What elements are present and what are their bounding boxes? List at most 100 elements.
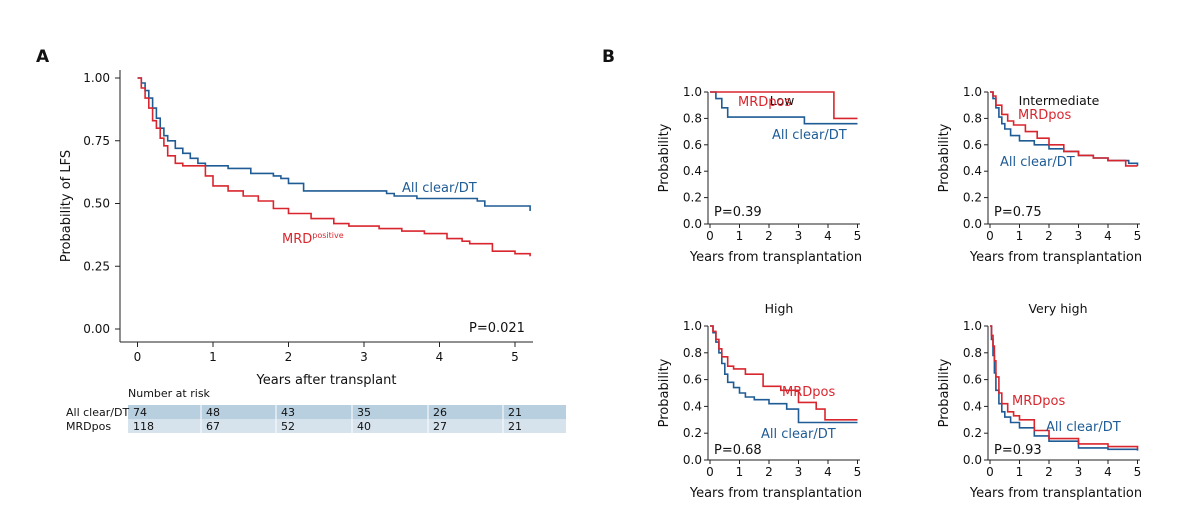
vh-label-mrd: MRDpos: [1012, 394, 1065, 409]
km-curve-all-clear: [710, 91, 858, 125]
x-tick-label: 1: [1016, 229, 1024, 243]
x-tick-label: 4: [436, 350, 444, 364]
y-tick-label: 1.0: [963, 319, 982, 333]
km-curve-mrd: [990, 325, 1139, 450]
y-tick-label: 0.8: [683, 346, 702, 360]
y-tick-label: 0.6: [963, 373, 982, 387]
risk-row-label-0: All clear/DT: [66, 406, 129, 419]
high-label-all-clear: All clear/DT: [761, 427, 836, 442]
y-tick-label: 0.2: [963, 191, 982, 205]
x-axis-title: Years from transplantation: [969, 486, 1142, 501]
x-tick-label: 2: [1045, 229, 1053, 243]
subtitle-low: Low: [770, 93, 795, 108]
x-tick-label: 1: [209, 350, 217, 364]
km-curve-mrd: [710, 325, 858, 421]
y-tick-label: 0.6: [683, 138, 702, 152]
risk-cell: 27: [433, 420, 447, 433]
low-label-all-clear: All clear/DT: [772, 128, 847, 143]
x-tick-label: 1: [736, 465, 744, 479]
y-tick-label: 0.8: [963, 346, 982, 360]
x-tick-label: 5: [854, 229, 862, 243]
x-tick-label: 2: [285, 350, 293, 364]
y-tick-label: 0.0: [963, 217, 982, 231]
y-tick-label: 1.0: [683, 319, 702, 333]
y-tick-label: 0.4: [963, 164, 982, 178]
panel-b-intermediate-chart: 0 1 2 3 4 5 0.0 0.2 0.4 0.6 0.8 1.0 Years from trans…: [937, 85, 1142, 265]
panel-a-p-value: P=0.021: [469, 321, 525, 336]
x-tick-label: 0: [706, 465, 714, 479]
y-tick-label: 0.6: [963, 138, 982, 152]
x-axis-title: Years from transplantation: [689, 250, 862, 265]
x-tick-label: 5: [511, 350, 519, 364]
x-tick-label: 1: [1016, 465, 1024, 479]
y-tick-label: 0.8: [683, 111, 702, 125]
low-p-value: P=0.39: [714, 205, 762, 220]
high-label-mrd: MRDpos: [782, 385, 835, 400]
risk-row-bg-0: [128, 405, 566, 419]
risk-cell: 40: [357, 420, 371, 433]
km-curve-mrd: [137, 77, 531, 257]
x-axis-title: Years from transplantation: [689, 486, 862, 501]
subtitle-high: High: [765, 301, 794, 316]
x-tick-label: 4: [824, 229, 832, 243]
risk-cell: 74: [133, 406, 147, 419]
x-tick-label: 2: [1045, 465, 1053, 479]
x-tick-label: 3: [360, 350, 368, 364]
low-label-mrd: MRDpos: [738, 95, 791, 110]
panel-a-chart: 0 1 2 3 4 5 0.00 0.25 0.50 0.75 1.00 Years after tr…: [59, 70, 533, 388]
panel-a-label-mrd-main: MRD: [282, 232, 312, 247]
y-axis-title: Probability: [937, 123, 952, 192]
risk-cell: 52: [281, 420, 295, 433]
x-tick-label: 5: [1134, 229, 1142, 243]
vh-p-value: P=0.93: [994, 443, 1042, 458]
x-tick-label: 3: [1075, 465, 1083, 479]
panel-b-very-high-chart: 0 1 2 3 4 5 0.0 0.2 0.4 0.6 0.8 1.0 Years from trans…: [937, 319, 1142, 501]
subtitle-intermediate: Intermediate: [1019, 93, 1100, 108]
high-p-value: P=0.68: [714, 443, 762, 458]
int-label-mrd: MRDpos: [1018, 108, 1071, 123]
y-tick-label: 0.00: [83, 322, 110, 336]
y-tick-label: 0.4: [963, 399, 982, 413]
panel-a-label-all-clear: All clear/DT: [402, 181, 477, 196]
risk-table-title: Number at risk: [128, 387, 211, 400]
km-curve-all-clear: [710, 325, 858, 424]
y-axis-title: Probability of LFS: [59, 150, 74, 262]
y-tick-label: 0.8: [963, 111, 982, 125]
panel-a-label-mrd: MRDpositive: [282, 231, 344, 247]
x-tick-label: 0: [134, 350, 142, 364]
y-tick-label: 0.2: [963, 426, 982, 440]
y-tick-label: 0.0: [683, 217, 702, 231]
panel-a-label-mrd-sup: positive: [312, 231, 343, 240]
x-tick-label: 2: [765, 229, 773, 243]
x-tick-label: 3: [1075, 229, 1083, 243]
panel-b-low-chart: 0 1 2 3 4 5 0.0 0.2 0.4 0.6 0.8 1.0 Years from trans…: [657, 85, 862, 265]
x-tick-label: 4: [824, 465, 832, 479]
risk-cell: 43: [281, 406, 295, 419]
x-tick-label: 1: [736, 229, 744, 243]
x-tick-label: 2: [765, 465, 773, 479]
y-tick-label: 0.75: [83, 134, 110, 148]
km-curve-mrd: [990, 91, 1138, 167]
risk-table-cells: 74 48 43 35 26 21 118 67 52 40 27 21: [133, 405, 522, 433]
x-tick-label: 0: [706, 229, 714, 243]
y-tick-label: 0.4: [683, 399, 702, 413]
risk-cell: 67: [206, 420, 220, 433]
x-axis-title: Years from transplantation: [969, 250, 1142, 265]
y-tick-label: 1.00: [83, 71, 110, 85]
risk-cell: 21: [508, 406, 522, 419]
risk-row-bg-1: [128, 419, 566, 433]
x-tick-label: 0: [986, 229, 994, 243]
km-curve-mrd: [710, 91, 858, 120]
panel-a-letter: A: [36, 47, 50, 67]
risk-cell: 35: [357, 406, 371, 419]
y-tick-label: 0.25: [83, 259, 110, 273]
subtitle-very-high: Very high: [1028, 301, 1087, 316]
y-tick-label: 0.6: [683, 373, 702, 387]
risk-cell: 118: [133, 420, 154, 433]
y-tick-label: 1.0: [683, 85, 702, 99]
risk-cell: 26: [433, 406, 447, 419]
y-tick-label: 0.4: [683, 164, 702, 178]
risk-cell: 48: [206, 406, 220, 419]
panel-b-letter: B: [602, 47, 615, 67]
panel-b-high-chart: 0 1 2 3 4 5 0.0 0.2 0.4 0.6 0.8 1.0 Years from trans…: [657, 319, 862, 501]
